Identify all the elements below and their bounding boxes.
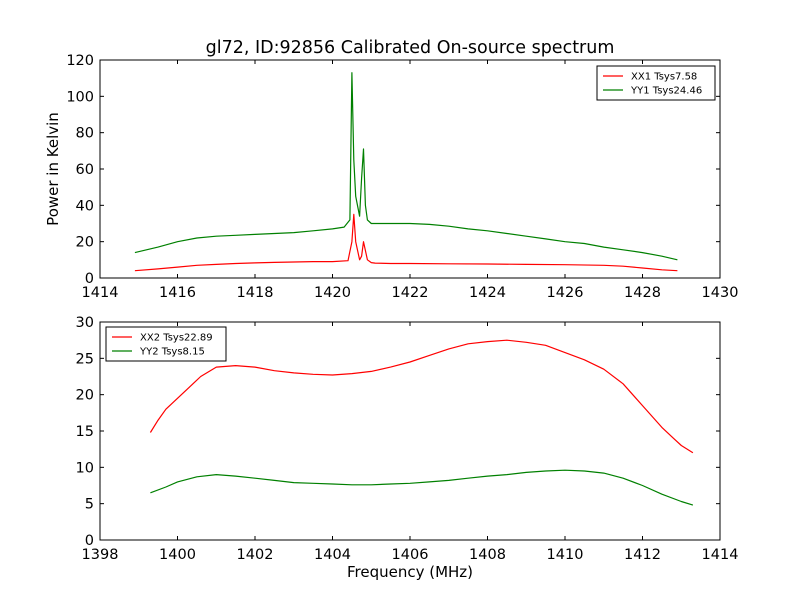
top-xtick-label: 1430	[702, 285, 739, 301]
bottom-xtick-label: 1406	[392, 547, 429, 563]
top-ytick-label: 80	[76, 126, 94, 142]
top-ytick-label: 20	[76, 235, 94, 251]
bottom-ytick-label: 10	[76, 460, 94, 476]
top-xtick-label: 1416	[159, 285, 196, 301]
top-legend-label-1: XX1 Tsys7.58	[631, 72, 697, 83]
top-ytick-label: 40	[76, 198, 94, 214]
bottom-xtick-label: 1412	[624, 547, 661, 563]
bottom-ytick-label: 0	[85, 533, 94, 549]
top-xtick-label: 1418	[237, 285, 274, 301]
bottom-xtick-label: 1400	[159, 547, 196, 563]
top-y-axis-label: Power in Kelvin	[44, 112, 62, 226]
top-ticks: 1414 1416 1418 1420 1422 1424 1426 1428 1430 0 20 4…	[66, 53, 738, 301]
bottom-subplot: 1398 1400 1402 1404 1406 1408 1410 1412 1414 0 5 10…	[76, 315, 739, 581]
top-xtick-label: 1422	[392, 285, 429, 301]
bottom-ytick-label: 25	[76, 351, 94, 367]
top-xtick-label: 1420	[314, 285, 351, 301]
bottom-ytick-label: 5	[85, 497, 94, 513]
top-subplot: 1414 1416 1418 1420 1422 1424 1426 1428 1430 0 20 4…	[44, 53, 738, 301]
top-ytick-label: 60	[76, 162, 94, 178]
top-legend-box	[596, 65, 716, 101]
bottom-ytick-label: 15	[76, 424, 94, 440]
top-series	[134, 72, 678, 272]
bottom-legend-label-2: YY2 Tsys8.15	[139, 347, 205, 358]
top-ytick-label: 100	[66, 89, 94, 105]
bottom-ticks: 1398 1400 1402 1404 1406 1408 1410 1412 1414 0 5 10…	[76, 315, 739, 563]
top-ytick-label: 0	[85, 271, 94, 287]
bottom-legend: XX2 Tsys22.89 YY2 Tsys8.15	[105, 326, 227, 362]
top-xtick-label: 1428	[624, 285, 661, 301]
top-legend: XX1 Tsys7.58 YY1 Tsys24.46	[596, 65, 716, 101]
bottom-xtick-label: 1404	[314, 547, 351, 563]
bottom-ytick-label: 30	[76, 315, 94, 331]
bottom-series-line-2	[150, 469, 694, 506]
top-xtick-label: 1424	[469, 285, 506, 301]
bottom-x-axis-label: Frequency (MHz)	[347, 563, 473, 581]
top-series-line-1	[134, 213, 678, 272]
bottom-legend-box	[105, 326, 227, 362]
chart-title: gl72, ID:92856 Calibrated On-source spec…	[206, 38, 615, 58]
bottom-xtick-label: 1414	[702, 547, 739, 563]
bottom-xtick-label: 1408	[469, 547, 506, 563]
top-legend-label-2: YY1 Tsys24.46	[630, 86, 702, 97]
top-ytick-label: 120	[66, 53, 94, 69]
bottom-ytick-label: 20	[76, 388, 94, 404]
bottom-xtick-label: 1410	[547, 547, 584, 563]
bottom-xtick-label: 1402	[237, 547, 274, 563]
bottom-legend-label-1: XX2 Tsys22.89	[140, 333, 213, 344]
bottom-series	[149, 339, 694, 506]
top-xtick-label: 1414	[82, 285, 119, 301]
bottom-series-line-1	[149, 339, 694, 454]
top-xtick-label: 1426	[547, 285, 584, 301]
top-series-line-2	[134, 72, 678, 261]
bottom-xtick-label: 1398	[82, 547, 119, 563]
